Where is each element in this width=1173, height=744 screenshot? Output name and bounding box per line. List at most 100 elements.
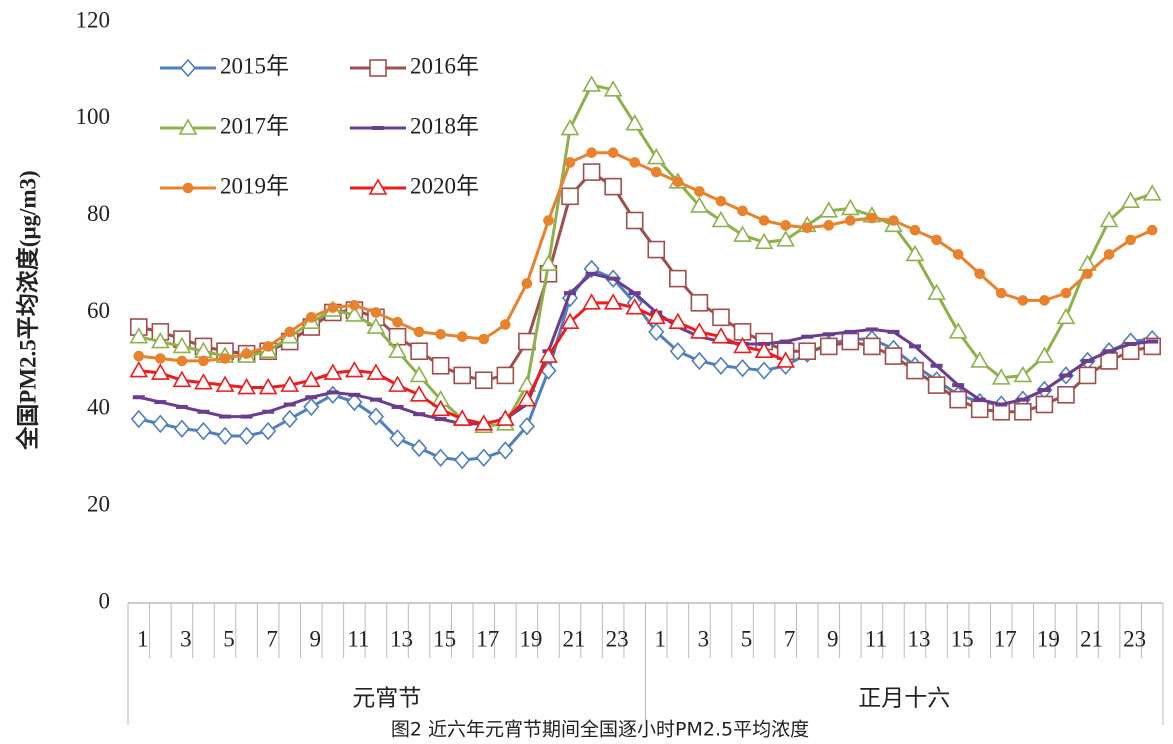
data-point — [495, 409, 515, 426]
data-point — [603, 80, 623, 97]
y-tick-label: 120 — [76, 7, 111, 32]
data-point — [194, 373, 213, 390]
data-point — [694, 186, 705, 197]
data-point — [1057, 386, 1075, 404]
legend-label: 2018年 — [410, 113, 479, 138]
data-point — [711, 327, 731, 344]
data-point — [582, 163, 601, 181]
data-point — [346, 392, 363, 412]
data-point — [734, 358, 751, 378]
x-tick-label: 15 — [433, 626, 456, 651]
data-point — [1056, 307, 1076, 325]
data-point — [435, 328, 446, 340]
data-point — [173, 419, 190, 438]
data-point — [607, 147, 619, 159]
data-point — [475, 448, 492, 467]
data-point — [133, 350, 145, 362]
data-point — [388, 341, 407, 359]
x-tick-label: 1 — [137, 626, 149, 651]
data-point — [305, 312, 317, 323]
data-point — [582, 75, 601, 92]
legend-label: 2020年 — [410, 173, 479, 198]
data-point — [625, 298, 645, 315]
data-point — [172, 370, 192, 388]
data-point — [1013, 365, 1033, 383]
y-tick-label: 20 — [87, 491, 110, 516]
data-point — [1060, 287, 1072, 299]
data-point — [560, 118, 580, 136]
y-axis-label: 全国PM2.5平均浓度(μg/m3) — [14, 170, 40, 450]
data-point — [582, 293, 601, 310]
data-point — [733, 225, 752, 242]
data-point — [262, 341, 274, 352]
data-point — [539, 254, 558, 271]
data-point — [478, 333, 490, 345]
y-tick-label: 40 — [87, 395, 110, 420]
x-tick-label: 7 — [784, 626, 796, 651]
data-point — [198, 355, 209, 367]
data-point — [995, 287, 1007, 299]
data-point — [129, 327, 149, 344]
data-point — [1035, 395, 1054, 414]
data-point — [303, 397, 320, 417]
data-point — [497, 441, 514, 460]
x-tick-label: 23 — [1123, 626, 1146, 651]
data-point — [564, 157, 576, 168]
data-point — [756, 361, 773, 380]
data-point — [669, 269, 687, 288]
data-point — [260, 421, 277, 441]
data-point — [629, 157, 641, 168]
legend-marker — [179, 58, 197, 78]
data-point — [413, 326, 425, 338]
data-point — [301, 370, 321, 388]
data-point — [237, 377, 256, 395]
data-point — [456, 331, 468, 343]
data-point — [561, 187, 579, 206]
data-point — [884, 347, 903, 365]
data-point — [949, 390, 967, 409]
x-tick-label: 17 — [994, 626, 1017, 651]
data-point — [517, 390, 537, 407]
data-point — [1078, 366, 1097, 385]
data-point — [409, 385, 429, 402]
data-point — [845, 215, 856, 226]
data-point — [711, 210, 731, 228]
data-point — [841, 332, 860, 351]
data-point — [1146, 224, 1158, 236]
data-point — [521, 278, 533, 289]
data-point — [258, 377, 278, 395]
data-point — [819, 337, 838, 356]
data-point — [150, 363, 170, 380]
data-point — [927, 283, 946, 300]
data-point — [349, 299, 360, 311]
x-tick-label: 17 — [476, 626, 499, 651]
data-point — [737, 205, 748, 217]
data-point — [715, 195, 727, 207]
data-point — [327, 302, 339, 313]
data-point — [366, 317, 386, 334]
x-tick-label: 9 — [310, 626, 322, 651]
y-tick-label: 80 — [87, 201, 110, 226]
data-point — [1082, 268, 1093, 280]
caption: 图2 近六年元宵节期间全国逐小时PM2.5平均浓度 — [391, 719, 809, 741]
data-point — [712, 308, 730, 327]
x-tick-label: 13 — [390, 626, 413, 651]
data-point — [690, 196, 709, 213]
data-point — [823, 220, 835, 231]
data-point — [1121, 191, 1141, 208]
data-point — [668, 312, 688, 329]
data-point — [712, 356, 730, 375]
x-tick-label: 7 — [266, 626, 278, 651]
legend-label: 2015年 — [220, 53, 289, 78]
data-point — [905, 244, 925, 262]
x-tick-label: 1 — [655, 626, 667, 651]
data-point — [560, 312, 580, 329]
data-point — [500, 319, 511, 330]
legend-marker — [368, 178, 388, 195]
data-point — [129, 360, 149, 378]
data-point — [518, 417, 535, 436]
legend-label: 2017年 — [220, 113, 289, 138]
data-point — [150, 331, 170, 349]
data-point — [452, 409, 472, 426]
